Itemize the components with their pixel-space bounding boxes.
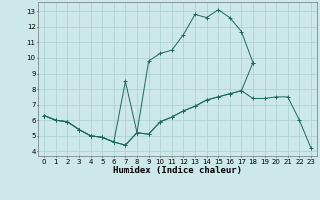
X-axis label: Humidex (Indice chaleur): Humidex (Indice chaleur) [113,166,242,175]
